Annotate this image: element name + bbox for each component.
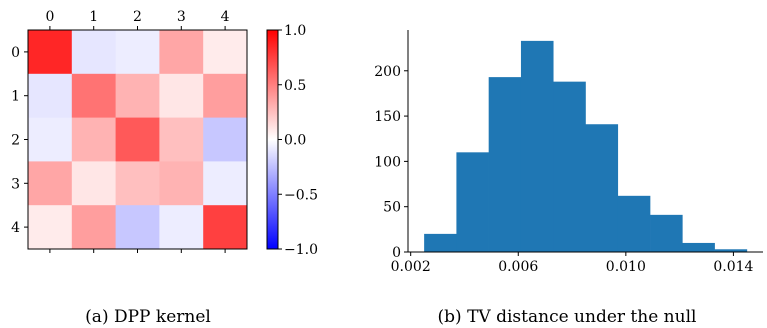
histogram-y-tick-label-1: 50 bbox=[383, 200, 401, 216]
heatmap-cell-1-4 bbox=[203, 73, 248, 118]
histogram-y-tick-label-2: 100 bbox=[374, 154, 401, 170]
heatmap-cell-4-2 bbox=[115, 205, 160, 250]
heatmap-y-tick-label-4: 4 bbox=[11, 220, 20, 236]
heatmap-cell-3-4 bbox=[203, 161, 248, 206]
histogram-bar-2 bbox=[488, 77, 522, 252]
heatmap-cell-2-4 bbox=[203, 117, 248, 162]
histogram-y-tick-label-4: 200 bbox=[374, 64, 401, 80]
colorbar-bar bbox=[266, 29, 279, 250]
heatmap-cell-4-0 bbox=[28, 205, 73, 250]
heatmap-x-tick-label-3: 3 bbox=[177, 9, 186, 25]
histogram-y-tick-label-3: 150 bbox=[374, 109, 401, 125]
heatmap-cell-0-4 bbox=[203, 30, 248, 75]
heatmap-cell-1-0 bbox=[28, 73, 73, 118]
colorbar-tick-label-0: 1.0 bbox=[284, 23, 306, 39]
histogram-bar-3 bbox=[520, 40, 554, 252]
colorbar-tick-label-1: 0.5 bbox=[284, 78, 306, 94]
heatmap-y-tick-label-2: 2 bbox=[11, 133, 20, 149]
histogram-y-tick-label-0: 0 bbox=[392, 245, 401, 261]
colorbar: 1.0 0.5 0.0 −0.5 −1.0 bbox=[266, 23, 318, 258]
heatmap-cell-1-2 bbox=[115, 73, 160, 118]
caption-b: (b) TV distance under the null bbox=[438, 307, 697, 327]
histogram-bar-1 bbox=[456, 152, 489, 252]
caption-a: (a) DPP kernel bbox=[85, 307, 211, 327]
heatmap-chart: 0 1 2 3 4 0 1 2 3 4 bbox=[11, 9, 248, 253]
heatmap-x-tick-label-0: 0 bbox=[45, 9, 54, 25]
histogram-bar-9 bbox=[714, 249, 748, 252]
heatmap-cell-4-3 bbox=[159, 205, 204, 250]
colorbar-tick-label-3: −0.5 bbox=[284, 187, 318, 203]
heatmap-cell-2-3 bbox=[159, 117, 204, 162]
heatmap-cell-2-0 bbox=[28, 117, 73, 162]
heatmap-cell-0-3 bbox=[159, 30, 204, 75]
histogram-x-tick-label-3: 0.014 bbox=[713, 259, 753, 275]
heatmap-cell-1-3 bbox=[159, 73, 204, 118]
histogram-bar-0 bbox=[424, 233, 457, 252]
histogram-bar-4 bbox=[553, 81, 586, 252]
heatmap-cell-0-2 bbox=[115, 30, 160, 75]
heatmap-x-tick-label-1: 1 bbox=[89, 9, 98, 25]
heatmap-cell-0-0 bbox=[28, 30, 73, 75]
heatmap-cell-3-3 bbox=[159, 161, 204, 206]
heatmap-y-tick-label-0: 0 bbox=[11, 45, 20, 61]
heatmap-x-tick-label-4: 4 bbox=[221, 9, 230, 25]
histogram-x-tick-label-2: 0.010 bbox=[606, 259, 646, 275]
heatmap-y-tick-label-3: 3 bbox=[11, 176, 20, 192]
heatmap-cell-3-2 bbox=[115, 161, 160, 206]
heatmap-cell-4-4 bbox=[203, 205, 248, 250]
colorbar-tick-label-4: −1.0 bbox=[284, 242, 318, 258]
histogram-bar-8 bbox=[682, 242, 715, 252]
histogram-x-tick-label-0: 0.002 bbox=[391, 259, 431, 275]
histogram-bar-7 bbox=[650, 214, 683, 252]
heatmap-y-tick-label-1: 1 bbox=[11, 89, 20, 105]
heatmap-cell-0-1 bbox=[71, 30, 116, 75]
heatmap-cell-2-1 bbox=[71, 117, 116, 162]
histogram-x-tick-label-1: 0.006 bbox=[498, 259, 538, 275]
histogram-bar-6 bbox=[617, 195, 651, 252]
heatmap-cell-4-1 bbox=[71, 205, 116, 250]
heatmap-x-tick-label-2: 2 bbox=[133, 9, 142, 25]
heatmap-cell-1-1 bbox=[71, 73, 116, 118]
histogram-chart: 0 50 100 150 200 0.002 0.006 0.010 0.014 bbox=[374, 30, 763, 275]
histogram-bar-5 bbox=[585, 124, 619, 252]
heatmap-cell-3-0 bbox=[28, 161, 73, 206]
heatmap-cell-2-2 bbox=[115, 117, 160, 162]
colorbar-tick-label-2: 0.0 bbox=[284, 133, 306, 149]
heatmap-cell-3-1 bbox=[71, 161, 116, 206]
